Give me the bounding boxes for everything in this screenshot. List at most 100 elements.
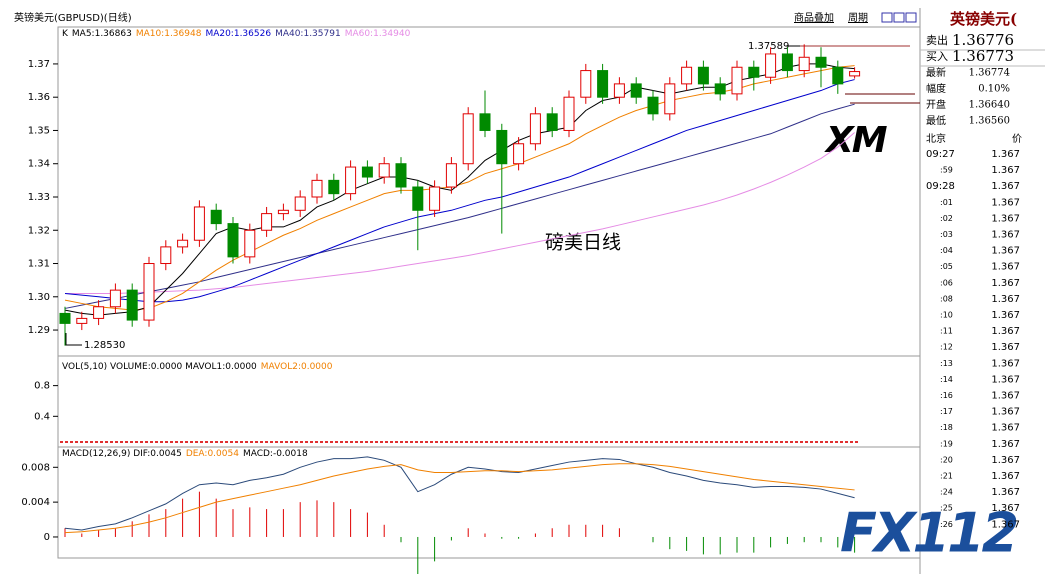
tick-time: :16 xyxy=(940,391,953,400)
tick-price: 1.367 xyxy=(991,149,1020,160)
price-header: 价 xyxy=(1012,133,1022,145)
candle-body xyxy=(361,166,373,178)
tick-price: 1.367 xyxy=(991,326,1020,337)
tick-time: 09:27 xyxy=(926,149,955,160)
quote-title: 英镑美元( xyxy=(950,10,1017,28)
candle-body xyxy=(109,289,121,308)
candle-body xyxy=(462,113,474,165)
legend-entry: MACD(12,26,9) DIF:0.0045 xyxy=(62,449,182,459)
candle-body xyxy=(210,209,222,225)
y-tick-label: 1.32 xyxy=(28,225,50,236)
legend: K MA5:1.36863 MA10:1.36948 MA20:1.36526 MA40… xyxy=(62,29,411,39)
tick-price: 1.367 xyxy=(991,374,1020,385)
candle-body xyxy=(227,223,239,258)
tick-time: :59 xyxy=(940,166,953,175)
tick-time: :06 xyxy=(940,278,953,287)
candle-body xyxy=(412,186,424,211)
quote-label: 最新 xyxy=(926,66,946,79)
y-tick-label: 1.30 xyxy=(28,292,50,303)
candle-body xyxy=(76,317,88,324)
candle-body xyxy=(781,53,793,72)
candle-body xyxy=(513,143,525,165)
candle-body xyxy=(597,70,609,98)
btn[interactable] xyxy=(893,12,905,23)
legend-entry: VOL(5,10) VOLUME:0.0000 MAVOL1:0.0000 xyxy=(62,362,257,372)
legend-entry: MA40:1.35791 xyxy=(275,29,341,39)
quote-label: 最低 xyxy=(926,114,946,127)
series-line xyxy=(64,103,855,309)
y-tick-label: 0.8 xyxy=(34,381,50,392)
candle-body xyxy=(815,56,827,68)
quote-label: 幅度 xyxy=(926,82,946,95)
candle-body xyxy=(93,306,105,319)
tick-price: 1.367 xyxy=(991,278,1020,289)
y-tick-label: 1.34 xyxy=(28,159,50,170)
tick-time: :04 xyxy=(940,246,953,255)
candle-body xyxy=(143,263,155,321)
tick-price: 1.367 xyxy=(991,471,1020,482)
tick-time: :03 xyxy=(940,230,953,239)
period-link[interactable]: 周期 xyxy=(848,12,868,24)
candle-body xyxy=(126,289,138,321)
tick-time: :01 xyxy=(940,198,953,207)
candle-body xyxy=(748,66,760,78)
series-line xyxy=(64,463,855,534)
btn[interactable] xyxy=(881,12,893,23)
candle-body xyxy=(261,213,273,231)
legend: VOL(5,10) VOLUME:0.0000 MAVOL1:0.0000 MAV… xyxy=(62,362,333,372)
annotation-leader xyxy=(65,333,82,346)
candle-body xyxy=(193,206,205,241)
legend-entry: MAVOL2:0.0000 xyxy=(261,362,333,372)
tick-price: 1.367 xyxy=(991,487,1020,498)
candle-body xyxy=(798,56,810,72)
candle-body xyxy=(345,166,357,195)
y-tick-label: 1.33 xyxy=(28,192,50,203)
tick-time: :25 xyxy=(940,504,953,513)
y-tick-label: 1.36 xyxy=(28,92,50,103)
quote-value: 1.36560 xyxy=(969,116,1010,127)
candle-body xyxy=(580,70,592,98)
legend-entry: MACD:-0.0018 xyxy=(243,449,308,459)
candle-body xyxy=(395,163,407,188)
y-tick-label: 1.29 xyxy=(28,325,50,336)
tick-price: 1.367 xyxy=(991,181,1020,192)
candle-body xyxy=(563,96,575,131)
candle-body xyxy=(664,83,676,115)
candle-body xyxy=(529,113,541,145)
window-buttons[interactable] xyxy=(881,12,917,23)
tick-time: :08 xyxy=(940,294,953,303)
candle-body xyxy=(731,66,743,95)
candle-body xyxy=(59,312,71,324)
legend: MACD(12,26,9) DIF:0.0045 DEA:0.0054 MACD:-… xyxy=(62,449,308,459)
series-line xyxy=(65,132,855,294)
candle-body xyxy=(328,179,340,195)
tick-time: :14 xyxy=(940,375,953,384)
tick-time: :26 xyxy=(940,520,953,529)
tick-price: 1.367 xyxy=(991,262,1020,273)
y-tick-label: 0 xyxy=(44,532,50,543)
tick-price: 1.367 xyxy=(991,213,1020,224)
y-tick-label: 0.008 xyxy=(21,462,50,473)
tick-price: 1.367 xyxy=(991,310,1020,321)
legend-entry: MA20:1.36526 xyxy=(205,29,271,39)
candle-body xyxy=(714,83,726,95)
quote-label: 卖出 xyxy=(926,33,948,47)
tick-price: 1.367 xyxy=(991,391,1020,402)
candle-body xyxy=(630,83,642,98)
legend-entry: K xyxy=(62,29,69,39)
overlay-link[interactable]: 商品叠加 xyxy=(794,11,834,24)
btn[interactable] xyxy=(905,12,917,23)
series-line xyxy=(64,456,855,531)
tick-price: 1.367 xyxy=(991,165,1020,176)
candle-body xyxy=(496,129,508,165)
legend-entry: DEA:0.0054 xyxy=(186,449,239,459)
tick-time: 09:28 xyxy=(926,181,955,192)
tick-price: 1.367 xyxy=(991,358,1020,369)
y-tick-label: 1.37 xyxy=(28,59,50,70)
legend-entry: MA60:1.34940 xyxy=(345,29,411,39)
candle-body xyxy=(277,209,289,215)
candle-body xyxy=(849,71,861,77)
high-annotation: 1.37589 xyxy=(748,41,789,52)
tick-price: 1.367 xyxy=(991,246,1020,257)
tick-time: :24 xyxy=(940,488,953,497)
